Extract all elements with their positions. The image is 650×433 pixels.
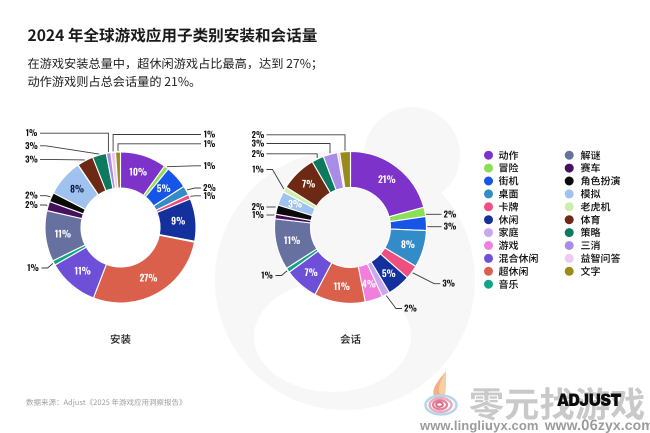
svg-text:7%: 7% [302,177,315,191]
svg-text:冒险: 冒险 [499,160,519,175]
svg-text:21%: 21% [378,172,396,186]
svg-text:11%: 11% [334,279,350,293]
svg-text:1%: 1% [26,127,38,139]
svg-text:动作: 动作 [499,147,519,162]
svg-text:安装: 安装 [110,332,131,347]
svg-text:1%: 1% [204,138,216,150]
svg-text:7%: 7% [305,265,318,279]
svg-text:8%: 8% [70,181,84,195]
svg-text:8%: 8% [401,237,415,251]
svg-text:三消: 三消 [581,237,601,252]
svg-text:文字: 文字 [581,263,601,278]
svg-text:3%: 3% [25,153,38,165]
svg-text:休闲: 休闲 [499,211,519,226]
svg-text:2%: 2% [404,303,417,315]
svg-text:2%: 2% [25,199,38,211]
svg-text:10%: 10% [129,165,147,179]
svg-text:3%: 3% [288,197,302,211]
svg-text:2%: 2% [444,208,457,220]
svg-text:1%: 1% [204,129,216,141]
svg-text:卡牌: 卡牌 [499,198,519,213]
svg-text:9%: 9% [171,214,185,228]
svg-text:赛车: 赛车 [581,160,601,175]
svg-text:混合休闲: 混合休闲 [499,250,539,265]
svg-text:1%: 1% [27,262,39,274]
svg-text:体育: 体育 [581,211,601,226]
svg-text:2%: 2% [252,201,265,213]
svg-text:益智问答: 益智问答 [581,250,621,265]
svg-text:游戏: 游戏 [499,237,519,252]
svg-text:1%: 1% [204,160,216,172]
svg-text:会话: 会话 [340,332,361,347]
svg-text:模拟: 模拟 [581,186,601,201]
svg-text:2%: 2% [203,182,216,194]
svg-text:1%: 1% [261,270,273,282]
svg-text:5%: 5% [382,266,396,280]
svg-text:4%: 4% [362,277,376,291]
svg-text:1%: 1% [204,190,216,202]
svg-text:11%: 11% [74,264,90,278]
svg-text:11%: 11% [284,233,300,247]
svg-text:2%: 2% [252,148,265,160]
svg-text:3%: 3% [25,140,38,152]
svg-text:超休闲: 超休闲 [499,263,529,278]
svg-text:老虎机: 老虎机 [581,198,611,213]
svg-text:3%: 3% [442,278,455,290]
svg-text:音乐: 音乐 [499,276,519,291]
svg-text:1%: 1% [252,164,264,176]
svg-text:街机: 街机 [499,173,519,188]
svg-text:11%: 11% [55,226,71,240]
svg-text:3%: 3% [444,221,457,233]
svg-text:2%: 2% [252,129,265,141]
svg-text:3%: 3% [252,138,265,150]
svg-text:2%: 2% [25,190,38,202]
svg-text:1%: 1% [252,209,264,221]
svg-text:27%: 27% [140,271,158,285]
svg-text:角色扮演: 角色扮演 [581,173,621,188]
svg-text:桌面: 桌面 [499,186,519,201]
svg-text:家庭: 家庭 [499,224,519,239]
svg-text:解谜: 解谜 [581,147,601,162]
svg-text:5%: 5% [157,181,171,195]
svg-text:策略: 策略 [581,224,601,239]
